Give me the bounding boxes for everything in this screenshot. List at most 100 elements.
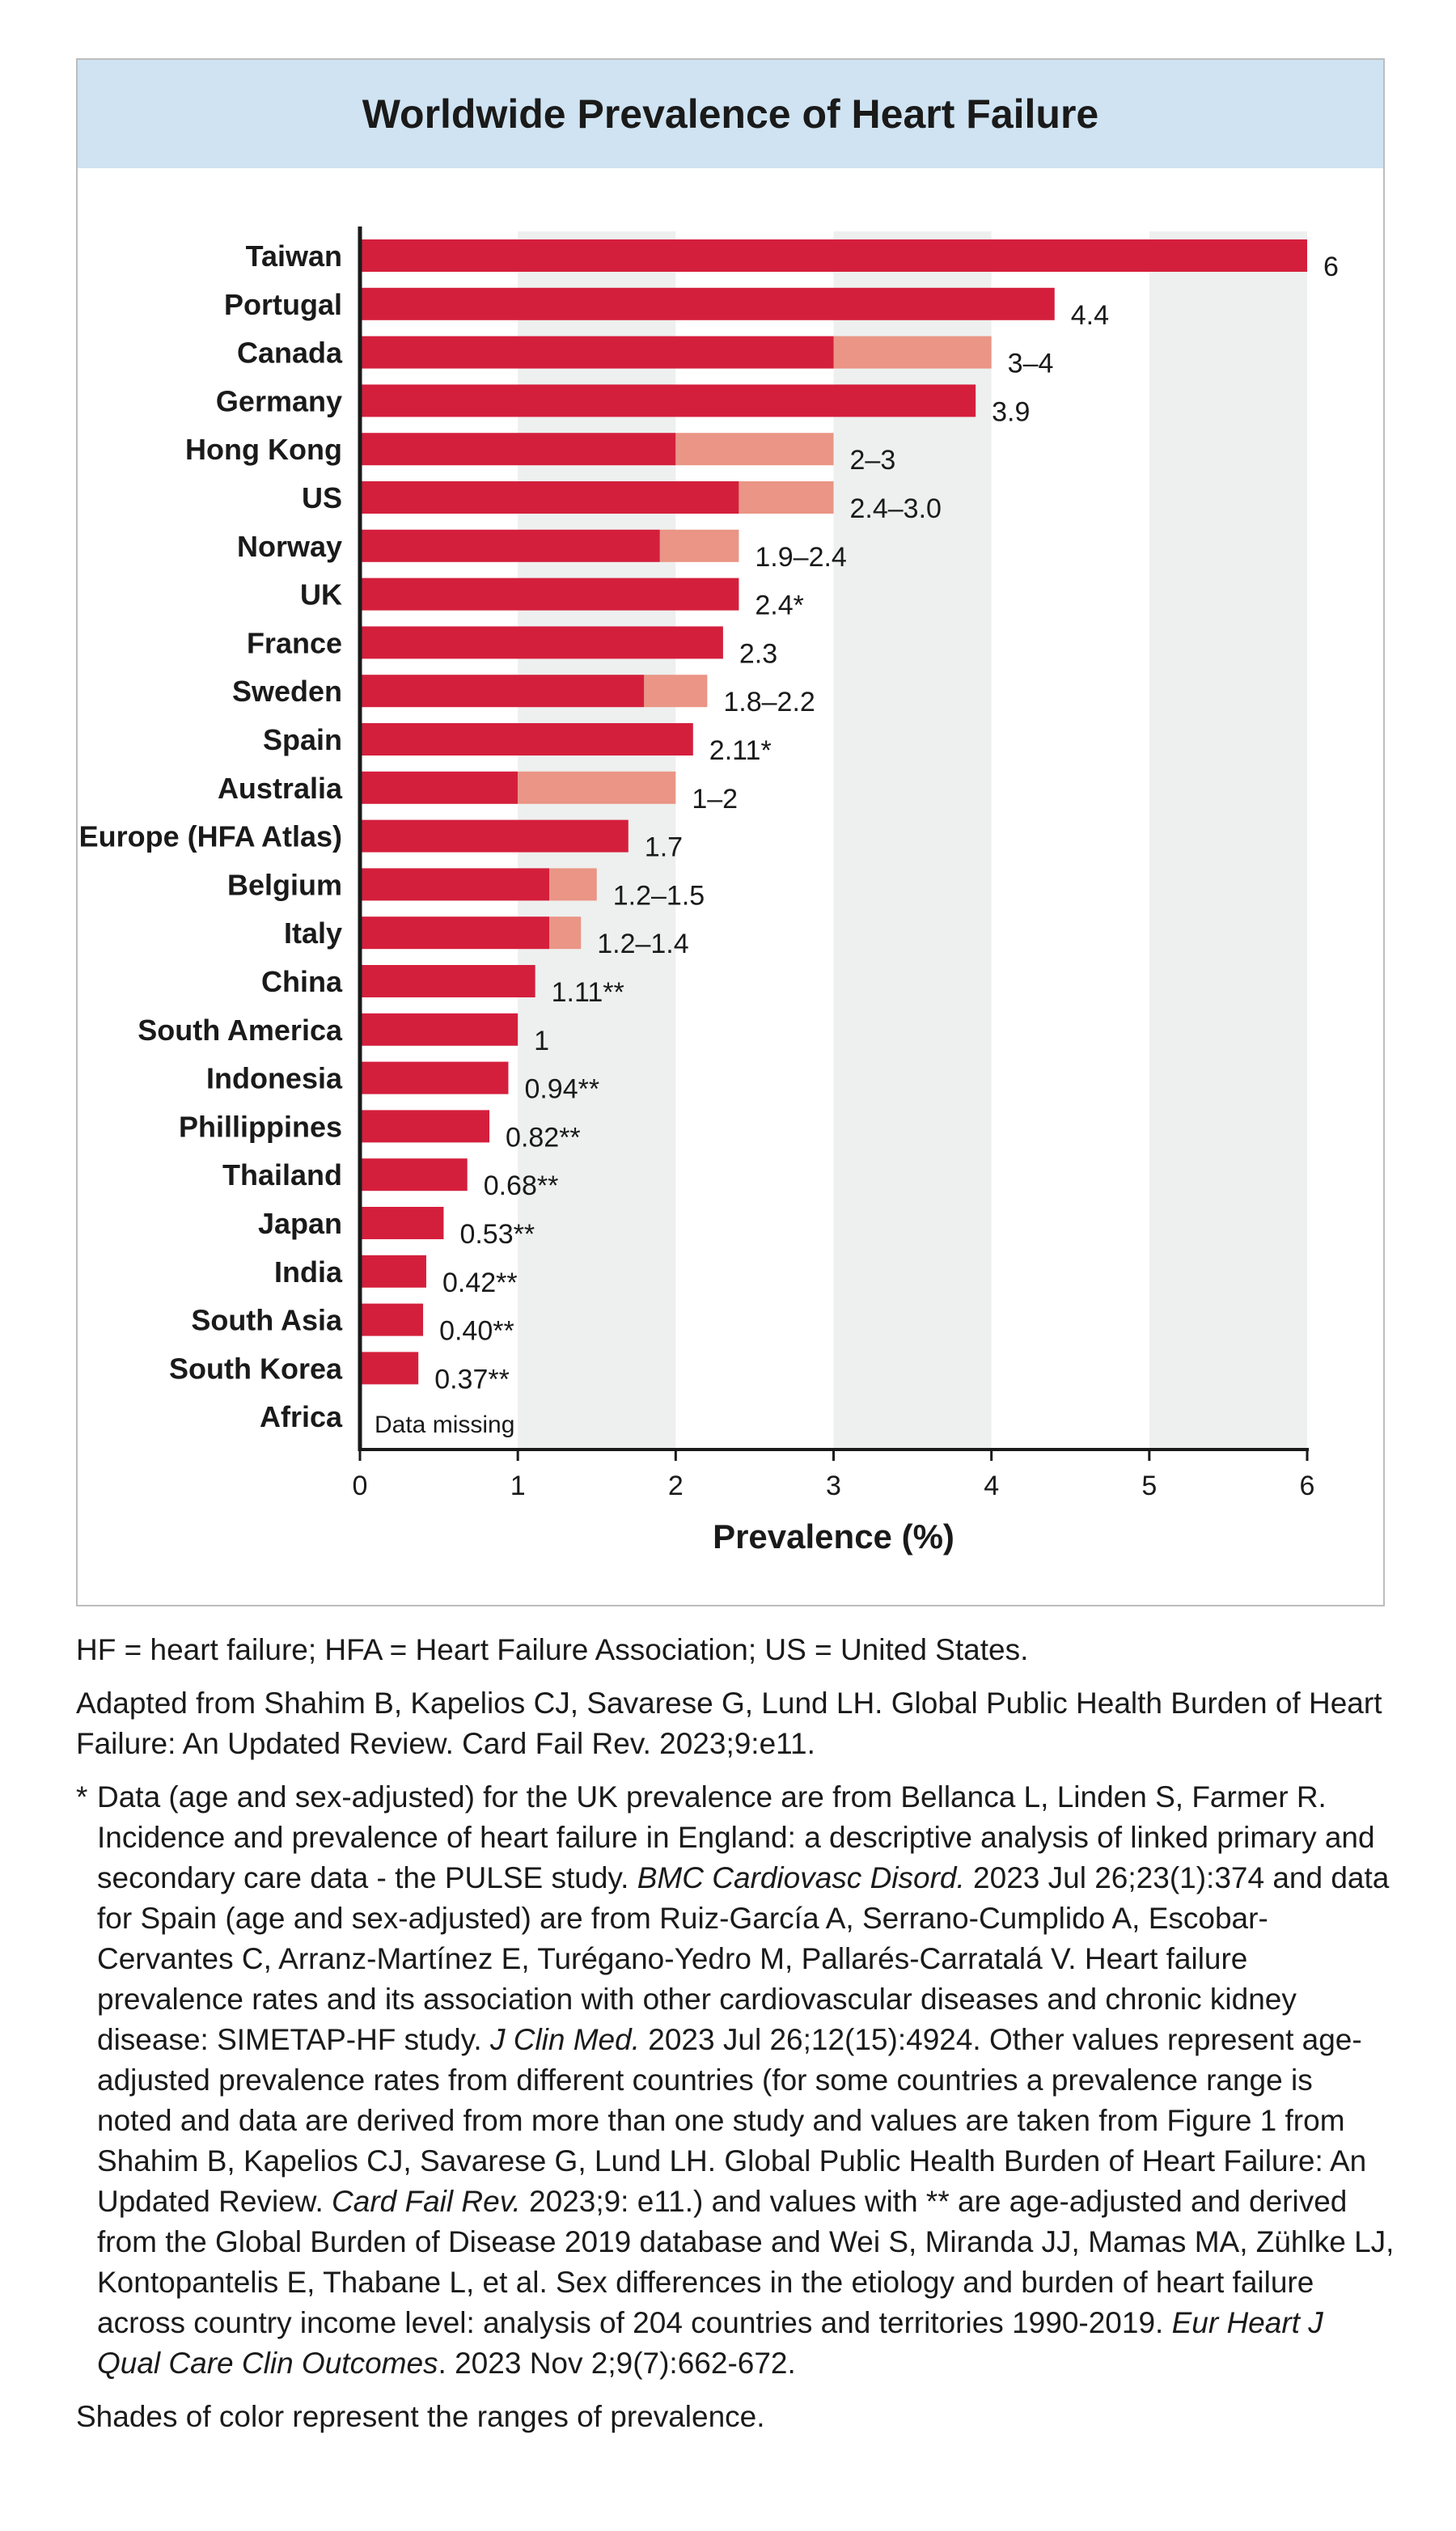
bar bbox=[360, 1255, 426, 1288]
category-label: Europe (HFA Atlas) bbox=[79, 820, 342, 853]
bar bbox=[360, 1352, 419, 1385]
bar bbox=[360, 965, 535, 997]
asterisk-mark: * bbox=[76, 1780, 88, 1814]
category-label: Hong Kong bbox=[185, 433, 342, 466]
value-label: 0.42** bbox=[442, 1268, 518, 1298]
chart-title-bar: Worldwide Prevalence of Heart Failure bbox=[78, 60, 1383, 168]
bar bbox=[360, 433, 676, 466]
value-label: Data missing bbox=[375, 1412, 514, 1438]
value-label: 1.2–1.4 bbox=[597, 929, 688, 959]
value-label: 3–4 bbox=[1008, 349, 1054, 379]
bar-range bbox=[739, 481, 834, 514]
value-label: 0.40** bbox=[439, 1316, 514, 1347]
value-label: 2.3 bbox=[739, 638, 777, 669]
category-label: South America bbox=[138, 1014, 343, 1047]
value-label: 1.8–2.2 bbox=[723, 687, 815, 717]
bar bbox=[360, 626, 723, 659]
bar-range bbox=[518, 771, 676, 804]
value-label: 2.4–3.0 bbox=[850, 493, 942, 524]
category-label: France bbox=[247, 626, 342, 659]
category-label: Japan bbox=[258, 1207, 342, 1240]
chart-title: Worldwide Prevalence of Heart Failure bbox=[362, 91, 1099, 137]
category-label: Canada bbox=[237, 336, 343, 370]
bar bbox=[360, 1207, 444, 1239]
x-tick-label: 0 bbox=[353, 1471, 368, 1501]
bar bbox=[360, 239, 1307, 272]
bar bbox=[360, 1110, 490, 1143]
value-label: 1–2 bbox=[692, 784, 738, 815]
category-label: Germany bbox=[216, 384, 342, 417]
value-label: 2.4* bbox=[755, 590, 804, 621]
chart-figure: Worldwide Prevalence of Heart Failure Ta… bbox=[76, 58, 1385, 1606]
value-label: 1.11** bbox=[552, 977, 624, 1008]
bar bbox=[360, 819, 629, 853]
category-label: Taiwan bbox=[246, 239, 342, 273]
category-label: US bbox=[302, 481, 342, 514]
category-label: South Asia bbox=[191, 1304, 343, 1337]
bar bbox=[360, 384, 976, 417]
value-label: 0.94** bbox=[524, 1074, 599, 1105]
category-label: Africa bbox=[260, 1400, 343, 1433]
category-label: Portugal bbox=[224, 288, 342, 321]
bar bbox=[360, 1303, 424, 1336]
x-tick-labels: 0 1 2 3 4 5 6 bbox=[353, 1471, 1315, 1501]
bar bbox=[360, 578, 739, 611]
bar bbox=[360, 1013, 518, 1046]
x-axis-label: Prevalence (%) bbox=[713, 1517, 954, 1555]
value-label: 1.7 bbox=[645, 832, 683, 863]
bar-range bbox=[549, 868, 597, 901]
bar bbox=[360, 287, 1055, 320]
category-label: South Korea bbox=[169, 1352, 343, 1385]
bar bbox=[360, 868, 550, 901]
adapted-from-note: Adapted from Shahim B, Kapelios CJ, Sava… bbox=[76, 1687, 1382, 1760]
value-label: 4.4 bbox=[1071, 300, 1109, 331]
value-label: 0.53** bbox=[459, 1219, 535, 1250]
x-tick-label: 4 bbox=[984, 1471, 999, 1501]
category-label: China bbox=[261, 965, 343, 998]
bar bbox=[360, 336, 834, 369]
category-label: Sweden bbox=[232, 675, 342, 708]
value-label: 2–3 bbox=[850, 445, 896, 476]
category-labels: Taiwan Portugal Canada Germany Hong Kong US No… bbox=[79, 239, 343, 1433]
x-tick-label: 5 bbox=[1141, 1471, 1157, 1501]
category-label: Spain bbox=[263, 723, 342, 756]
category-label: Australia bbox=[218, 772, 343, 805]
value-label: 2.11* bbox=[709, 735, 772, 766]
bar-range bbox=[833, 336, 992, 369]
value-label: 0.82** bbox=[506, 1122, 581, 1153]
category-label: Norway bbox=[237, 530, 342, 563]
abbreviations-note: HF = heart failure; HFA = Heart Failure … bbox=[76, 1633, 1029, 1666]
bar bbox=[360, 771, 518, 804]
background-band bbox=[833, 231, 992, 1450]
x-tick-label: 6 bbox=[1300, 1471, 1315, 1501]
value-label: 6 bbox=[1323, 252, 1339, 282]
figure-notes: HF = heart failure; HFA = Heart Failure … bbox=[76, 1630, 1395, 2450]
bars bbox=[360, 239, 1307, 1385]
value-label: 1 bbox=[534, 1026, 549, 1056]
x-tick-label: 3 bbox=[826, 1471, 841, 1501]
value-label: 3.9 bbox=[992, 396, 1030, 427]
category-label: Italy bbox=[284, 916, 342, 950]
bar bbox=[360, 723, 693, 755]
value-label: 1.9–2.4 bbox=[755, 542, 846, 573]
bar-range bbox=[644, 675, 708, 708]
shades-note: Shades of color represent the ranges of … bbox=[76, 2400, 765, 2433]
x-tick-label: 1 bbox=[510, 1471, 526, 1501]
category-label: India bbox=[274, 1255, 343, 1289]
background-band bbox=[1149, 231, 1307, 1450]
x-tick-label: 2 bbox=[668, 1471, 684, 1501]
category-label: Thailand bbox=[222, 1158, 342, 1191]
bar bbox=[360, 1158, 468, 1191]
value-label: 0.68** bbox=[484, 1170, 559, 1201]
bar bbox=[360, 1061, 509, 1094]
value-label: 1.2–1.5 bbox=[613, 880, 705, 911]
background-bands bbox=[518, 231, 1307, 1450]
bar bbox=[360, 481, 739, 514]
category-label: Indonesia bbox=[206, 1062, 343, 1095]
asterisk-note-text: Data (age and sex-adjusted) for the UK p… bbox=[97, 1780, 1395, 2380]
bar-range bbox=[675, 433, 834, 466]
value-labels: 6 4.4 3–4 3.9 2–3 2.4–3.01.9–2.4 2.4* 2.3 1.8–2.… bbox=[375, 252, 1339, 1438]
asterisk-note: * Data (age and sex-adjusted) for the UK… bbox=[76, 1777, 1395, 2384]
category-label: Belgium bbox=[227, 868, 342, 901]
category-label: Phillippines bbox=[179, 1110, 342, 1143]
